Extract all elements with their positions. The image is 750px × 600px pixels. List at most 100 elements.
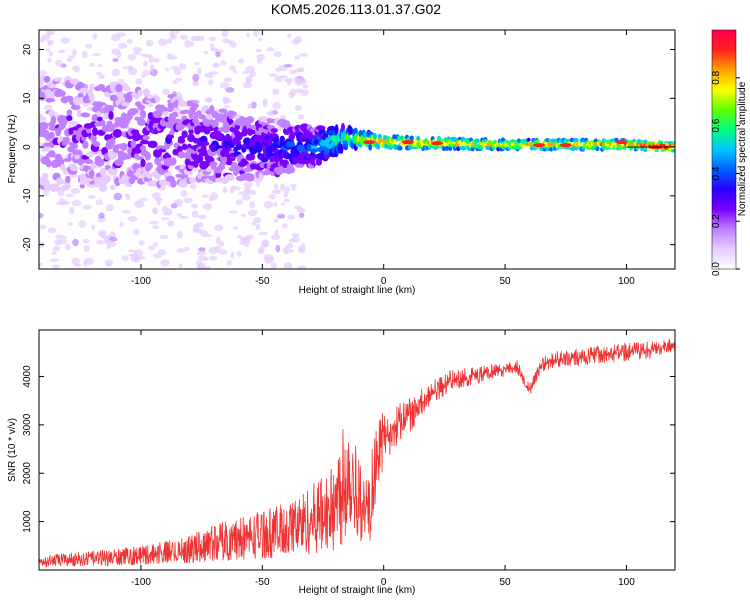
snr-frame: [38, 329, 676, 571]
spectrogram-cell: [52, 246, 61, 252]
spectrogram-cell: [176, 248, 186, 254]
spectrogram-xtick-label: -100: [131, 276, 151, 287]
colorbar-label: Normalized spectral amplitude: [737, 81, 748, 216]
spectrogram-cell: [184, 39, 192, 48]
spectrogram-cell: [193, 81, 200, 86]
spectrogram-cell: [269, 155, 277, 163]
spectrogram-cell: [223, 105, 231, 109]
snr-series-line: [39, 339, 675, 568]
spectrogram-cell: [96, 116, 103, 122]
spectrogram-cell: [82, 204, 92, 210]
spectrogram-cell: [83, 257, 94, 266]
spectrogram-cell: [144, 151, 151, 161]
spectrogram-cell: [209, 161, 218, 167]
spectrogram-cell: [139, 109, 147, 119]
spectrogram-cell: [243, 81, 252, 89]
spectrogram-cell: [334, 124, 339, 136]
spectrogram-cell: [162, 107, 169, 112]
spectrogram-cell: [79, 183, 85, 189]
spectrogram-cell: [258, 115, 268, 122]
spectrogram-cell: [201, 144, 207, 152]
spectrogram-cell: [46, 31, 52, 35]
spectrogram-cell: [280, 185, 286, 192]
spectrogram-cell: [182, 109, 191, 114]
spectrogram-cell: [133, 228, 140, 236]
spectrogram-cell: [235, 199, 244, 206]
spectrogram-cell: [392, 134, 397, 140]
spectrogram-cell: [68, 206, 75, 215]
spectrogram-cell: [192, 73, 200, 82]
spectrogram-cell: [176, 231, 183, 239]
spectrogram-cell: [373, 132, 377, 140]
spectrogram-cell: [236, 250, 242, 257]
spectrogram-cell: [274, 229, 279, 237]
spectrogram-cell: [196, 110, 202, 115]
spectrogram-cell: [217, 164, 226, 171]
spectrogram-cell: [459, 141, 464, 147]
spectrogram-cell: [127, 54, 136, 61]
spectrogram-peak: [559, 143, 572, 148]
spectrogram-cell: [571, 146, 576, 151]
spectrogram-cell: [297, 114, 305, 120]
spectrogram-cell: [208, 197, 215, 202]
spectrogram-cell: [241, 160, 249, 166]
spectrogram-cell: [162, 88, 171, 96]
spectrogram-cell: [117, 78, 125, 85]
spectrogram-cell: [123, 86, 131, 92]
spectrogram-cell: [108, 110, 114, 120]
spectrogram-cell: [70, 187, 81, 194]
spectrogram-cell: [43, 75, 51, 83]
spectrogram-cell: [135, 156, 144, 161]
spectrogram-cell: [45, 97, 56, 103]
spectrogram-cell: [50, 115, 57, 125]
spectrogram-cell: [208, 255, 218, 261]
spectrogram-cell: [196, 251, 207, 256]
spectrogram-cell: [363, 131, 368, 139]
spectrogram-cell: [85, 43, 93, 49]
spectrogram-cell: [66, 115, 73, 122]
colorbar-ticks: 0.0 0.2 0.4 0.6 0.8: [711, 70, 740, 276]
spectrogram-cell: [92, 141, 101, 147]
spectrogram-cell: [139, 145, 147, 152]
spectrogram-cell: [197, 214, 207, 220]
spectrogram-cell: [275, 244, 281, 253]
spectrogram-cell: [176, 212, 183, 217]
spectrogram-cell: [287, 33, 292, 39]
spectrogram-cell: [94, 121, 103, 127]
spectrogram-cell: [197, 67, 202, 75]
spectrogram-peak: [533, 143, 546, 148]
spectrogram-cell: [69, 121, 79, 126]
spectrogram-cell: [42, 172, 49, 180]
spectrogram-cell: [55, 127, 62, 137]
spectrogram-cell: [284, 64, 293, 68]
spectrogram-cell: [192, 103, 200, 108]
spectrogram-peak: [431, 141, 444, 146]
figure-title: KOM5.2026.113.01.37.G02: [271, 1, 441, 17]
spectrogram-cell: [191, 210, 199, 218]
spectrogram-cell: [285, 186, 290, 194]
spectrogram-cell: [98, 64, 103, 68]
spectrogram-cell: [139, 197, 148, 202]
spectrogram-cell: [270, 128, 278, 133]
spectrogram-cell: [55, 234, 65, 239]
spectrogram-cell: [84, 158, 93, 165]
spectrogram-cell: [550, 138, 555, 143]
spectrogram-cell: [78, 157, 84, 166]
spectrogram-cell: [194, 61, 200, 66]
spectrogram-cell: [88, 170, 95, 179]
spectrogram-cell: [246, 116, 255, 124]
spectrogram-cell: [51, 251, 57, 256]
spectrogram-ytick-label: 10: [22, 92, 33, 104]
spectrogram-cell: [517, 138, 521, 143]
spectrogram-cell: [149, 64, 155, 73]
spectrogram-cell: [111, 48, 121, 55]
spectrogram-cell: [170, 157, 177, 166]
spectrogram-cell: [39, 70, 48, 76]
spectrogram-cell: [161, 205, 169, 214]
spectrogram-cell: [268, 73, 278, 77]
spectrogram-cell: [194, 154, 204, 163]
spectrogram-cell: [291, 233, 300, 238]
spectrogram-cell: [229, 41, 237, 48]
spectrogram-cell: [91, 224, 96, 230]
